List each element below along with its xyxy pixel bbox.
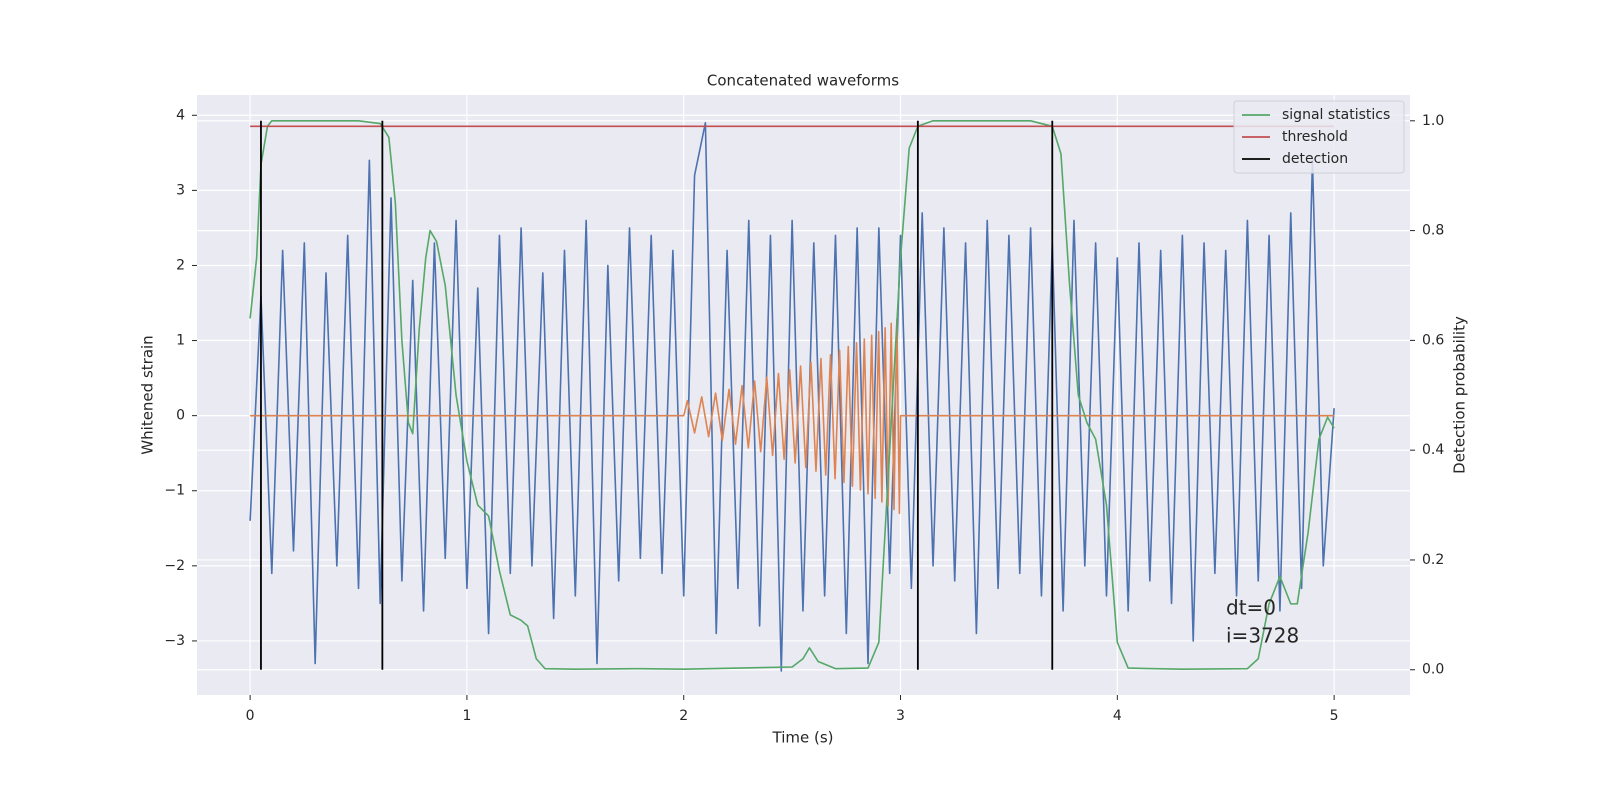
y2-axis-label: Detection probability: [1451, 316, 1469, 474]
y-tick-label: −2: [164, 558, 185, 574]
x-tick-label: 1: [462, 708, 471, 724]
annotation: dt=0: [1226, 596, 1276, 620]
legend-label: detection: [1282, 151, 1348, 167]
y2-tick-label: 0.6: [1422, 332, 1444, 348]
y2-tick-label: 1.0: [1422, 113, 1444, 129]
x-tick-label: 3: [896, 708, 905, 724]
series-line: [249, 120, 1335, 670]
y-axis-label: Whitened strain: [139, 335, 157, 454]
legend-label: signal statistics: [1282, 107, 1390, 123]
y2-tick-label: 0.8: [1422, 223, 1444, 239]
x-tick-label: 2: [679, 708, 688, 724]
y-tick-label: −3: [164, 633, 185, 649]
y-tick-label: 4: [176, 107, 185, 123]
chart-title: Concatenated waveforms: [707, 72, 899, 90]
series-line: [249, 121, 1335, 672]
x-tick-label: 5: [1330, 708, 1339, 724]
legend-label: threshold: [1282, 129, 1348, 145]
x-tick-label: 4: [1113, 708, 1122, 724]
y-tick-label: 3: [176, 182, 185, 198]
y-tick-label: 1: [176, 333, 185, 349]
x-tick-label: 0: [246, 708, 255, 724]
annotation: i=3728: [1226, 624, 1299, 648]
y2-tick-label: 0.4: [1422, 442, 1444, 458]
legend-box: [1233, 100, 1405, 174]
y2-tick-label: 0.2: [1422, 552, 1444, 568]
y-tick-label: 0: [176, 408, 185, 424]
x-axis-label: Time (s): [772, 729, 834, 747]
y-tick-label: 2: [176, 257, 185, 273]
series-line: [250, 318, 1335, 515]
y2-tick-label: 0.0: [1422, 662, 1444, 678]
y-tick-label: −1: [164, 483, 185, 499]
